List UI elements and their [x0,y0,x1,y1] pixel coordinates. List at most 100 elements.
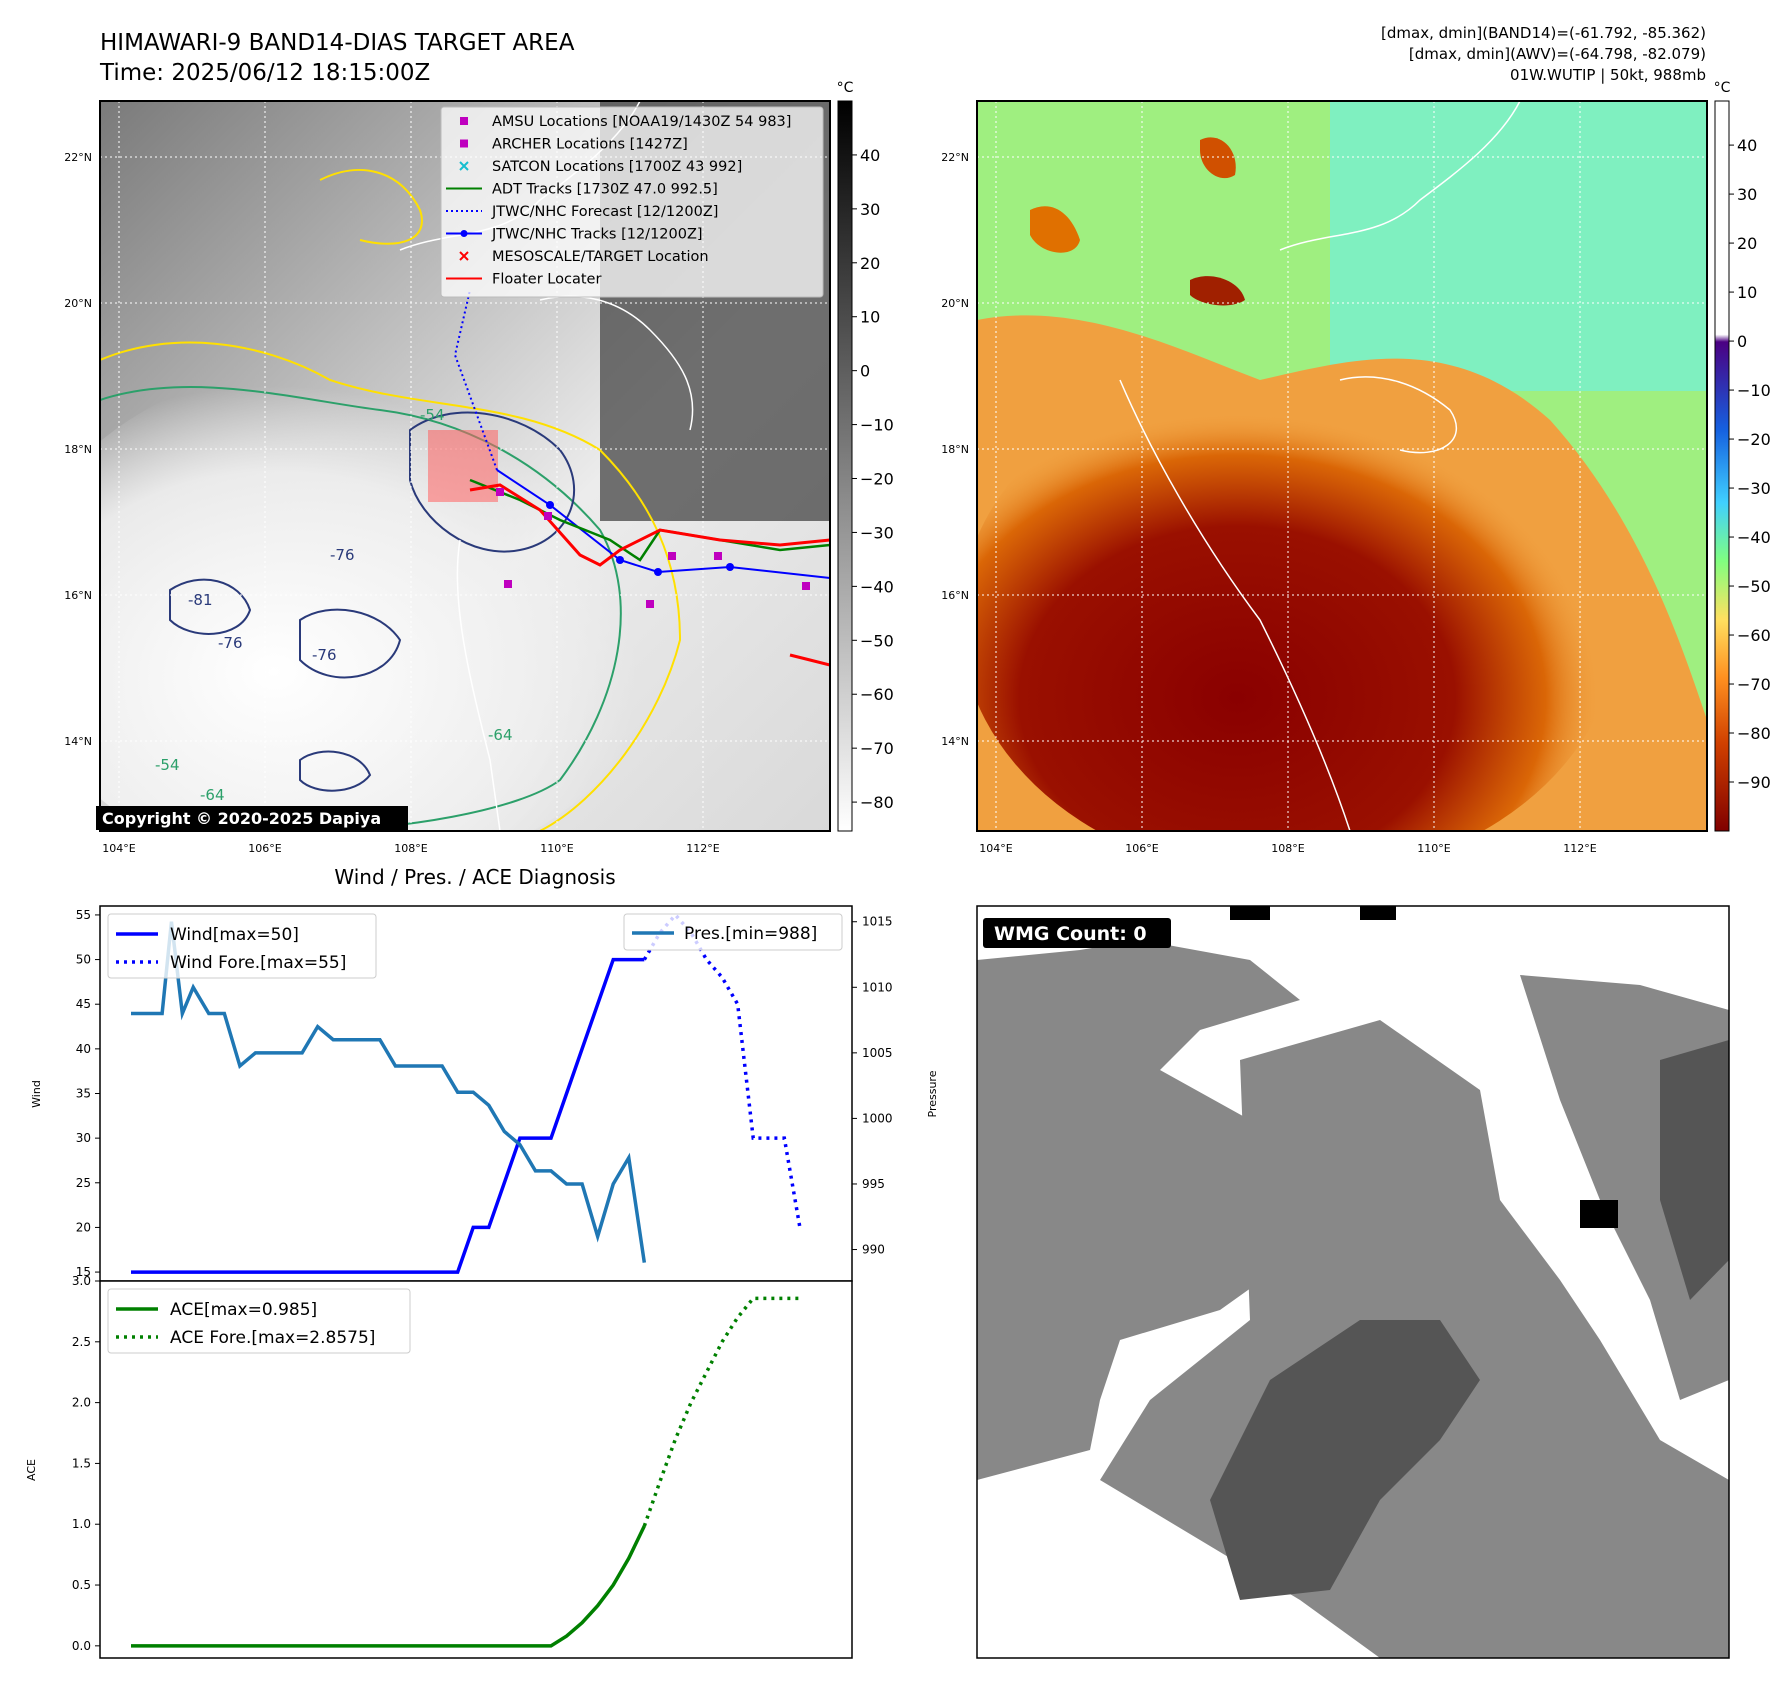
floater-track-east [789,653,830,667]
pressure-ytick-label: 990 [862,1243,885,1257]
wmg-panel [977,906,1729,1658]
legend-label: JTWC/NHC Tracks [12/1200Z] [491,227,703,243]
jtwc-track-points [546,501,734,576]
pressure-series-line [131,921,647,1263]
pressure-ytick-label: 1000 [862,1111,893,1125]
awv-colorbar-ticks: 40 30 20 10 0 −10 −20 −30 −40 −50 −60 −70 −80 −90 [1729,136,1771,792]
ace-series-line [131,1525,646,1648]
ace-ytick-label: 2.0 [72,1396,91,1410]
contour-north [319,169,423,245]
colorbar-tick-label: 30 [860,200,880,219]
lon-label: 108°E [1271,842,1304,855]
info-band14: [dmax, dmin](BAND14)=(-61.792, -85.362) [1381,24,1706,42]
legend-label: AMSU Locations [NOAA19/1430Z 54 983] [492,114,791,130]
contour-labels: -76 -81 -76 -76 -54 -64 -64 -54 [155,406,513,804]
diagnosis-title: Wind / Pres. / ACE Diagnosis [334,865,615,889]
ace-ytick-label: 0.0 [72,1639,91,1653]
contour-label: -54 [420,406,445,424]
lat-label: 22°N [941,151,969,164]
contour-navy-west [169,578,252,635]
wmg-dark-east [1660,1040,1729,1300]
contour-label: -64 [200,786,225,804]
wind-ytick-label: 40 [76,1042,91,1056]
info-storm: 01W.WUTIP | 50kt, 988mb [1510,66,1706,84]
colorbar-tick-label: −20 [860,470,894,489]
colorbar-tick-label: −50 [1737,577,1771,596]
contour-label: -64 [488,726,513,744]
colorbar-tick-label: 20 [1737,234,1757,253]
colorbar-tick-label: −60 [860,685,894,704]
colorbar-tick-label: −20 [1737,430,1771,449]
ace-legend-box [107,1288,411,1354]
contour-navy-south [299,608,402,679]
ace-chart: 0.0 0.5 1.0 1.5 2.0 2.5 3.0 ACE[max=0.985] ACE F… [72,1274,800,1653]
colorbar-tick-label: −30 [1737,479,1771,498]
figure-title: HIMAWARI-9 BAND14-DIAS TARGET AREA [100,30,575,56]
legend-label: MESOSCALE/TARGET Location [492,249,709,265]
legend-marker [460,139,468,148]
colorbar-tick-label: 10 [860,308,880,327]
legend-marker [460,117,468,125]
target-box [428,430,498,502]
ace-ytick-label: 1.0 [72,1517,91,1531]
contour-navy-core [409,411,576,553]
wind-ytick-label: 20 [76,1220,91,1234]
ace-ytick-label: 3.0 [72,1274,91,1288]
contour-yellow [100,341,682,831]
lon-label: 108°E [394,842,427,855]
wind-series-line [131,957,645,1274]
ace-legend-label: ACE[max=0.985] [170,1300,317,1320]
ir-colorbar-ticks: 40 30 20 10 0 −10 −20 −30 −40 −50 −60 −70 −80 [852,146,894,812]
colorbar-tick-label: −40 [860,577,894,596]
coastline-vietnam [456,539,501,831]
colorbar-tick-label: −50 [860,631,894,650]
colorbar-tick-label: −60 [1737,626,1771,645]
colorbar-tick-label: 0 [1737,332,1747,351]
colorbar-tick-label: −10 [860,416,894,435]
wmg-badge: WMG Count: 0 [983,918,1171,948]
colorbar-tick-label: 30 [1737,185,1757,204]
figure-time: Time: 2025/06/12 18:15:00Z [99,60,430,86]
colorbar-tick-label: −70 [860,739,894,758]
awv-colorbar-unit: °C [1714,80,1731,96]
wind-ytick-label: 45 [76,997,91,1011]
awv-colorbar-bar [1714,100,1730,832]
ir-colorbar-bar [837,100,853,832]
ir-cloud-shield [100,360,670,831]
ace-ytick-label: 1.5 [72,1456,91,1470]
lon-label: 110°E [540,842,573,855]
lat-label: 14°N [64,735,92,748]
lon-label: 104°E [979,842,1012,855]
info-awv: [dmax, dmin](AWV)=(-64.798, -82.079) [1409,45,1706,63]
ir-lat-labels: 22°N 20°N 18°N 16°N 14°N [64,151,92,748]
awv-lon-labels: 104°E 106°E 108°E 110°E 112°E [979,842,1596,855]
colorbar-tick-label: −70 [1737,675,1771,694]
contour-navy-far-south [299,750,372,792]
pressure-ytick-label: 1015 [862,915,893,929]
ir-colorbar-unit: °C [837,80,854,96]
wmg-count-label: WMG Count: 0 [994,923,1147,945]
jtwc-track [496,469,830,579]
colorbar-tick-label: 20 [860,254,880,273]
colorbar-tick-label: −10 [1737,381,1771,400]
ir-map-frame [99,100,831,832]
colorbar-tick-label: −30 [860,523,894,542]
colorbar-tick-label: 40 [860,146,880,165]
colorbar-tick-label: −40 [1737,528,1771,547]
contour-label: -76 [312,646,337,664]
jtwc-forecast-track [453,289,498,471]
wind-ylabel: Wind [30,1080,43,1108]
wmg-dark-center [1210,1320,1480,1600]
pressure-legend: Pres.[min=988] [623,913,843,951]
ace-legend: ACE[max=0.985] ACE Fore.[max=2.8575] [107,1288,411,1354]
awv-gridlines [977,101,1707,831]
lat-label: 14°N [941,735,969,748]
awv-colorbar: °C 40 30 20 10 0 −10 −20 −30 −40 −50 −60 −70 −80 −90 [1714,80,1771,832]
contour-green [100,386,622,831]
awv-cell [1200,137,1236,179]
legend-label: ARCHER Locations [1427Z] [492,137,688,153]
ace-ylabel: ACE [25,1459,38,1481]
lon-label: 104°E [102,842,135,855]
lon-label: 112°E [686,842,719,855]
